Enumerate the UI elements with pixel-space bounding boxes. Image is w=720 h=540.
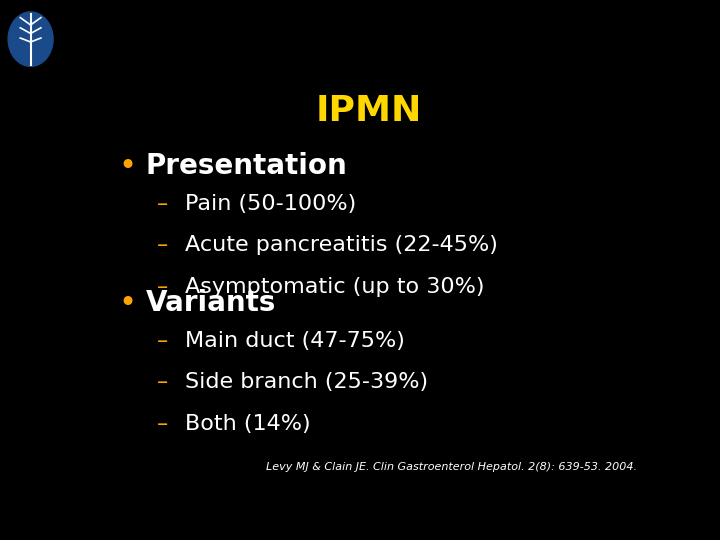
Text: Main duct (47-75%): Main duct (47-75%) <box>185 331 405 351</box>
Text: IPMN: IPMN <box>316 94 422 128</box>
Text: –: – <box>157 331 168 351</box>
Text: Levy MJ & Clain JE. Clin Gastroenterol Hepatol. 2(8): 639-53. 2004.: Levy MJ & Clain JE. Clin Gastroenterol H… <box>266 462 637 472</box>
Text: Acute pancreatitis (22-45%): Acute pancreatitis (22-45%) <box>185 235 498 255</box>
Text: •: • <box>118 289 136 319</box>
Text: –: – <box>157 235 168 255</box>
Text: –: – <box>157 373 168 393</box>
Text: Pain (50-100%): Pain (50-100%) <box>185 194 356 214</box>
Text: Both (14%): Both (14%) <box>185 414 310 434</box>
Text: Presentation: Presentation <box>145 152 348 180</box>
Text: •: • <box>118 152 136 181</box>
Circle shape <box>8 12 53 66</box>
Text: Variants: Variants <box>145 289 276 318</box>
Text: –: – <box>157 194 168 214</box>
Text: Asymptomatic (up to 30%): Asymptomatic (up to 30%) <box>185 277 485 297</box>
Text: Side branch (25-39%): Side branch (25-39%) <box>185 373 428 393</box>
Text: –: – <box>157 414 168 434</box>
Text: –: – <box>157 277 168 297</box>
